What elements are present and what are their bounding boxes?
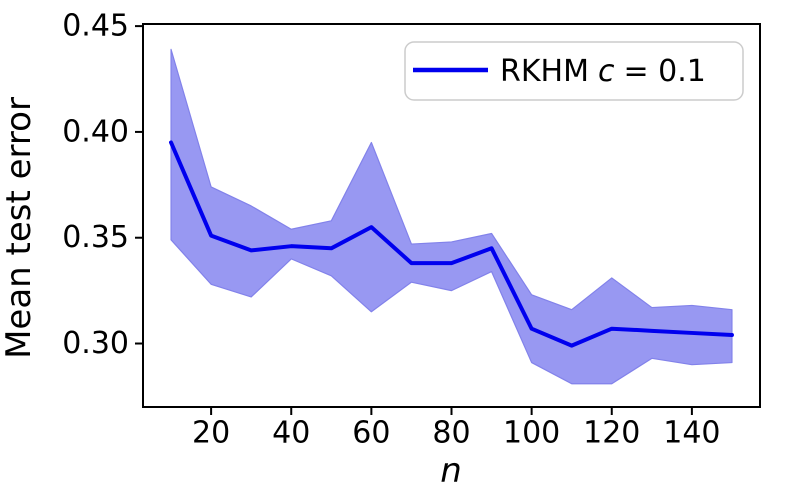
- confidence-band: [170, 48, 733, 385]
- x-tick-label: 80: [432, 416, 470, 451]
- y-tick-label: 0.35: [62, 220, 129, 255]
- legend-box: [404, 41, 744, 101]
- y-tick-label: 0.45: [62, 9, 129, 44]
- mean-line: [169, 140, 734, 348]
- x-tick-label: 140: [663, 416, 720, 451]
- band-layer: [170, 48, 733, 385]
- legend: RKHM c = 0.1: [404, 41, 744, 101]
- x-tick-label: 120: [583, 416, 640, 451]
- y-tick-label: 0.30: [62, 326, 129, 361]
- x-tick-label: 40: [272, 416, 310, 451]
- y-tick-label: 0.40: [62, 114, 129, 149]
- x-axis-label: n: [440, 451, 462, 491]
- line-layer: [169, 140, 734, 348]
- x-tick-label: 60: [352, 416, 390, 451]
- x-tick-label: 100: [503, 416, 560, 451]
- x-tick-label: 20: [192, 416, 230, 451]
- legend-label: RKHM c = 0.1: [500, 54, 706, 89]
- y-axis-label: Mean test error: [0, 97, 39, 359]
- tick-layer: 20 40 60 80 100 120 140 0.30 0.35 0.40 0.45: [62, 9, 720, 451]
